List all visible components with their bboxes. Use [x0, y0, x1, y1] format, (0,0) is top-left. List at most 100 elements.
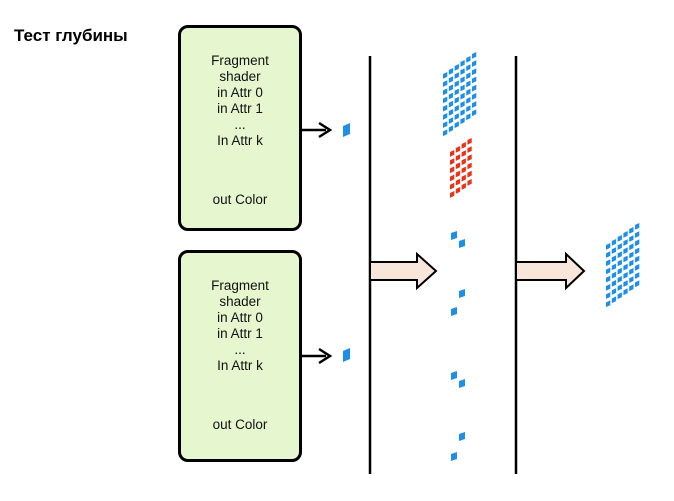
blue-fragment-tile — [448, 68, 454, 75]
blue-fragment-tile — [443, 88, 448, 96]
blue-fragment-tile — [454, 64, 459, 71]
result-fragment-tile — [606, 259, 611, 267]
shader-line: ... — [234, 342, 246, 357]
blue-fragment-tile — [454, 113, 459, 120]
red-fragment-tile — [455, 187, 461, 194]
blue-fragment-tile — [472, 109, 477, 117]
result-fragment-tile — [629, 251, 634, 259]
blue-fragment-tile — [466, 97, 471, 104]
blue-fragment-tile — [454, 88, 459, 96]
result-fragment-tile — [617, 235, 622, 242]
red-fragment-tile — [461, 183, 466, 190]
shader-output-arrow — [302, 347, 333, 365]
shader-line: shader — [219, 294, 261, 309]
shader-line: in Attr 0 — [217, 310, 263, 325]
red-fragment-tile — [461, 142, 466, 149]
blue-fragment-tile — [472, 60, 477, 67]
red-fragment-tile — [467, 170, 472, 178]
result-fragment-tile — [635, 272, 640, 279]
blue-fragment-tile — [460, 60, 465, 67]
result-fragment-tile — [623, 231, 628, 238]
blue-fragment-tile — [460, 101, 465, 108]
red-fragment-tile — [455, 154, 461, 161]
result-fragment-tile — [629, 284, 634, 292]
blue-fragment-tile — [466, 113, 471, 121]
shader-output-label: out Color — [212, 192, 268, 207]
blue-fragment-tile — [472, 68, 477, 76]
result-fragment-tile — [606, 275, 611, 283]
result-fragment-tile — [611, 247, 617, 254]
blue-fragment-tile — [459, 289, 465, 298]
result-fragment-tile — [611, 288, 617, 295]
blue-fragment-tile — [448, 76, 454, 83]
red-fragment-tile — [455, 146, 461, 153]
blue-fragment-tile — [454, 96, 459, 104]
result-fragment-tile — [606, 292, 611, 299]
fragment-shader-box-2: Fragment shader in Attr 0 in Attr 1 ... … — [178, 250, 302, 462]
blue-fragment-tile — [451, 231, 457, 240]
shader-line: In Attr k — [217, 133, 263, 148]
fragments-layer — [343, 52, 640, 461]
blue-fragment-tile — [466, 80, 471, 88]
shader-line: in Attr 0 — [217, 85, 263, 100]
blue-fragment-tile — [448, 109, 454, 116]
red-fragment-tile — [467, 154, 472, 162]
flow-arrow — [369, 251, 438, 291]
result-fragment-tile — [617, 267, 622, 275]
red-fragment-tile — [461, 166, 466, 174]
result-fragment-tile — [606, 267, 611, 275]
blue-fragment-tile — [443, 80, 448, 87]
blue-fragment-tile — [451, 452, 457, 461]
result-fragment-tile — [623, 288, 628, 296]
result-fragment-tile — [617, 284, 622, 291]
shader-output-arrow — [302, 121, 333, 139]
blue-fragment-tile — [460, 92, 465, 100]
blue-fragment-tile — [448, 100, 454, 108]
blue-fragment-tile — [460, 117, 465, 125]
blue-fragment-tile — [466, 72, 471, 80]
blue-fragment-tile — [443, 113, 448, 120]
blue-fragment-tile — [460, 68, 465, 75]
red-fragment-tile — [450, 166, 455, 174]
shader-line: ... — [234, 117, 246, 132]
result-fragment-tile — [635, 264, 640, 271]
fragment-tile — [343, 348, 350, 362]
shader-line: in Attr 1 — [217, 101, 263, 116]
blue-fragment-tile — [472, 76, 477, 84]
red-fragment-tile — [455, 162, 461, 170]
result-fragment-tile — [611, 263, 617, 271]
blue-fragment-tile — [443, 96, 448, 104]
red-fragment-tile — [450, 191, 455, 198]
shader-line: in Attr 1 — [217, 326, 263, 341]
shader-line: shader — [219, 69, 261, 84]
result-fragment-tile — [623, 255, 628, 263]
blue-fragment-tile — [472, 93, 477, 100]
blue-fragment-tile — [466, 56, 471, 63]
result-fragment-tile — [623, 247, 628, 255]
blue-fragment-tile — [460, 84, 465, 92]
result-fragment-tile — [635, 239, 640, 247]
red-fragment-tile — [467, 146, 472, 153]
red-fragment-tile — [467, 138, 472, 145]
red-fragment-tile — [450, 158, 455, 165]
shader-output-label: out Color — [212, 417, 268, 432]
result-fragment-tile — [623, 263, 628, 271]
result-fragment-tile — [606, 251, 611, 258]
shader-line: In Attr k — [217, 358, 263, 373]
result-fragment-tile — [606, 284, 611, 291]
result-fragment-tile — [617, 276, 622, 283]
result-fragment-tile — [635, 247, 640, 255]
result-fragment-tile — [629, 227, 634, 234]
red-fragment-tile — [450, 182, 455, 190]
result-fragment-tile — [635, 280, 640, 288]
red-fragment-tile — [450, 150, 455, 157]
blue-fragment-tile — [443, 121, 448, 128]
blue-fragment-tile — [472, 84, 477, 92]
result-fragment-tile — [617, 292, 622, 300]
result-fragment-tile — [635, 231, 640, 238]
result-fragment-tile — [611, 280, 617, 287]
blue-fragment-tile — [443, 72, 448, 79]
result-fragment-tile — [617, 259, 622, 267]
result-fragment-tile — [617, 243, 622, 250]
